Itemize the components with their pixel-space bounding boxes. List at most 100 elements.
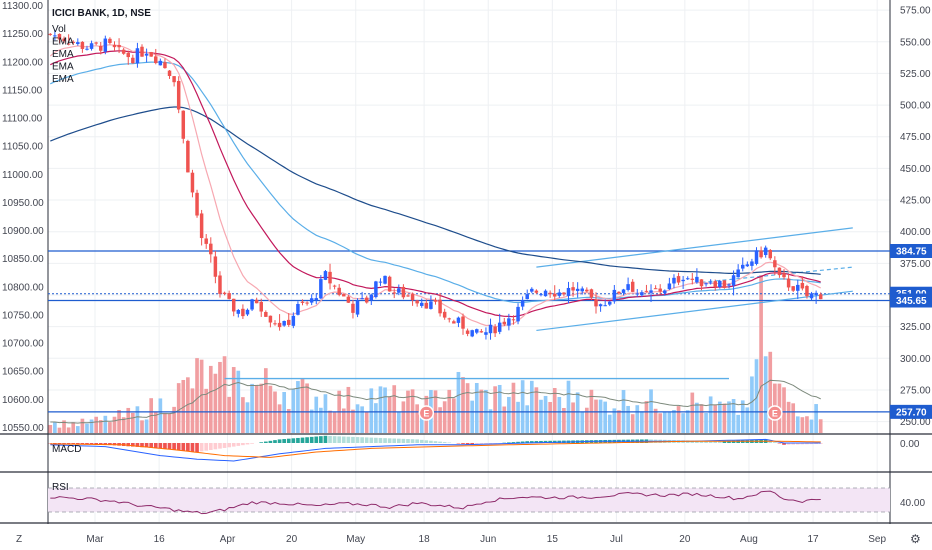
candle-body[interactable] xyxy=(470,330,474,337)
candle-body[interactable] xyxy=(190,172,195,193)
candle-body[interactable] xyxy=(374,281,378,298)
candle-body[interactable] xyxy=(296,303,300,315)
candle-body[interactable] xyxy=(98,45,103,51)
candle-body[interactable] xyxy=(667,283,672,290)
candle-body[interactable] xyxy=(484,332,488,335)
candle-body[interactable] xyxy=(80,41,85,49)
candle-body[interactable] xyxy=(809,293,814,299)
candle-body[interactable] xyxy=(814,292,818,295)
candle-body[interactable] xyxy=(493,326,497,334)
candle-body[interactable] xyxy=(355,300,360,315)
candle-body[interactable] xyxy=(213,256,218,277)
candle-body[interactable] xyxy=(562,292,566,295)
candle-body[interactable] xyxy=(653,288,658,290)
candle-body[interactable] xyxy=(383,275,387,284)
candle-body[interactable] xyxy=(231,298,236,312)
candle-body[interactable] xyxy=(176,80,181,110)
candle-body[interactable] xyxy=(433,299,438,302)
candle-body[interactable] xyxy=(754,250,759,264)
candle-body[interactable] xyxy=(277,322,282,328)
candle-body[interactable] xyxy=(497,322,502,332)
candle-body[interactable] xyxy=(108,38,112,43)
candle-body[interactable] xyxy=(676,276,681,283)
candle-body[interactable] xyxy=(465,330,470,334)
candle-body[interactable] xyxy=(204,238,208,244)
candle-body[interactable] xyxy=(699,279,704,287)
candle-body[interactable] xyxy=(126,52,130,58)
candle-body[interactable] xyxy=(144,53,149,56)
candle-body[interactable] xyxy=(713,281,717,288)
candle-body[interactable] xyxy=(76,42,80,45)
candle-body[interactable] xyxy=(199,213,204,239)
candle-body[interactable] xyxy=(121,49,126,54)
candle-body[interactable] xyxy=(640,292,644,296)
candle-body[interactable] xyxy=(658,288,662,292)
candle-body[interactable] xyxy=(750,261,754,266)
candle-body[interactable] xyxy=(140,46,144,57)
candle-body[interactable] xyxy=(103,38,108,52)
candle-body[interactable] xyxy=(291,315,296,326)
candle-body[interactable] xyxy=(117,44,121,48)
candle-body[interactable] xyxy=(488,324,493,334)
candle-body[interactable] xyxy=(598,304,603,307)
candle-body[interactable] xyxy=(773,260,777,268)
candle-body[interactable] xyxy=(424,302,429,309)
candle-body[interactable] xyxy=(548,292,552,295)
candle-body[interactable] xyxy=(53,35,57,37)
candle-body[interactable] xyxy=(763,247,768,256)
candle-body[interactable] xyxy=(415,300,419,304)
candle-body[interactable] xyxy=(319,279,323,299)
candle-body[interactable] xyxy=(791,286,795,291)
candle-body[interactable] xyxy=(543,290,548,297)
candle-body[interactable] xyxy=(461,316,465,329)
candle-body[interactable] xyxy=(644,290,649,292)
candle-body[interactable] xyxy=(525,294,529,300)
candle-body[interactable] xyxy=(796,284,800,291)
candle-body[interactable] xyxy=(300,301,305,303)
candle-body[interactable] xyxy=(612,289,617,302)
channel-line-lower[interactable] xyxy=(536,290,853,332)
candle-body[interactable] xyxy=(154,56,158,64)
event-marker[interactable]: E xyxy=(418,405,435,421)
candle-body[interactable] xyxy=(167,70,172,76)
candle-body[interactable] xyxy=(507,318,511,326)
candle-body[interactable] xyxy=(131,57,135,64)
candle-body[interactable] xyxy=(594,299,598,307)
candle-body[interactable] xyxy=(566,287,571,296)
candle-body[interactable] xyxy=(282,321,286,326)
candle-body[interactable] xyxy=(777,267,782,276)
candle-body[interactable] xyxy=(452,321,456,324)
candle-body[interactable] xyxy=(172,76,176,83)
candle-body[interactable] xyxy=(630,281,635,292)
candle-body[interactable] xyxy=(456,317,461,323)
candle-body[interactable] xyxy=(135,48,140,64)
candle-body[interactable] xyxy=(585,289,589,292)
candle-body[interactable] xyxy=(337,287,341,295)
event-marker[interactable]: E xyxy=(767,405,783,421)
candle-body[interactable] xyxy=(222,292,227,294)
candle-body[interactable] xyxy=(695,276,699,283)
candle-body[interactable] xyxy=(511,319,516,321)
candle-body[interactable] xyxy=(309,298,314,303)
candle-body[interactable] xyxy=(94,42,98,44)
candle-body[interactable] xyxy=(346,296,351,303)
candle-body[interactable] xyxy=(759,250,763,258)
candle-body[interactable] xyxy=(442,311,447,318)
candle-body[interactable] xyxy=(149,52,153,57)
candle-body[interactable] xyxy=(287,319,291,325)
candle-body[interactable] xyxy=(617,291,621,294)
candle-body[interactable] xyxy=(378,281,383,283)
candle-body[interactable] xyxy=(663,290,667,294)
candle-body[interactable] xyxy=(685,278,690,280)
candle-body[interactable] xyxy=(786,278,791,288)
candle-body[interactable] xyxy=(718,280,722,288)
candle-body[interactable] xyxy=(621,289,626,293)
candle-body[interactable] xyxy=(66,43,71,45)
indicator-label[interactable]: EMA xyxy=(52,49,74,60)
candle-body[interactable] xyxy=(672,277,676,284)
candle-body[interactable] xyxy=(250,299,254,310)
candle-body[interactable] xyxy=(236,310,241,314)
symbol-title[interactable]: ICICI BANK, 1D, NSE xyxy=(52,8,151,19)
candle-body[interactable] xyxy=(48,33,53,35)
candle-body[interactable] xyxy=(112,44,117,48)
